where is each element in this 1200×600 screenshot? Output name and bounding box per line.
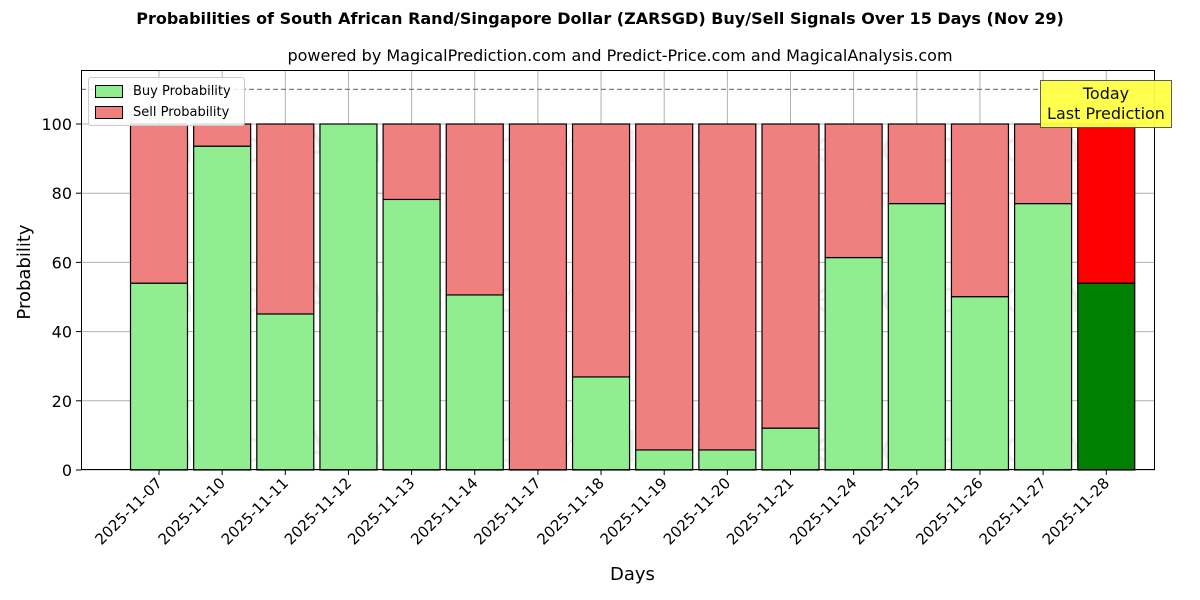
buy-bar (256, 313, 315, 471)
y-tick-label: 80 (52, 184, 72, 203)
x-tick-label: 2025-11-17 (470, 474, 544, 548)
sell-bar (635, 123, 694, 451)
annotation-line2: Last Prediction (1047, 104, 1165, 123)
sell-bar (824, 123, 883, 259)
annotation-line1: Today (1082, 84, 1130, 103)
chart-title: Probabilities of South African Rand/Sing… (136, 9, 1064, 28)
buy-bar (319, 123, 378, 471)
x-tick-label: 2025-11-13 (344, 474, 418, 548)
plot-area (81, 70, 1155, 470)
x-tick-label: 2025-11-07 (91, 474, 165, 548)
buy-bar (1013, 202, 1073, 471)
sell-bar (508, 123, 567, 471)
sell-bar (445, 123, 504, 296)
legend-item-buy: Buy Probability (95, 83, 231, 99)
y-tick-label: 60 (52, 253, 72, 272)
x-tick-label: 2025-11-28 (1039, 474, 1113, 548)
legend: Buy Probability Sell Probability (88, 77, 245, 126)
x-tick-label: 2025-11-20 (660, 474, 734, 548)
x-tick-label: 2025-11-18 (533, 474, 607, 548)
y-tick-label: 100 (41, 115, 72, 134)
y-tick-label: 20 (52, 392, 72, 411)
x-tick-label: 2025-11-24 (786, 474, 860, 548)
x-axis-label: Days (610, 564, 655, 585)
buy-bar (571, 376, 631, 471)
today-annotation: Today Last Prediction (1040, 80, 1172, 128)
x-tick-label: 2025-11-26 (912, 474, 986, 548)
sell-bar (571, 123, 631, 378)
sell-bar (256, 123, 315, 315)
y-tick-label: 40 (52, 323, 72, 342)
sell-bar (950, 123, 1010, 298)
sell-swatch (95, 105, 123, 119)
x-tick-label: 2025-11-25 (849, 474, 923, 548)
buy-bar (761, 427, 820, 471)
sell-bar (761, 123, 820, 429)
buy-bar (382, 198, 441, 471)
x-tick-label: 2025-11-11 (218, 474, 292, 548)
x-tick-label: 2025-11-14 (407, 474, 481, 548)
buy-bar (193, 145, 252, 471)
x-tick-label: 2025-11-12 (281, 474, 355, 548)
legend-buy-label: Buy Probability (133, 83, 231, 99)
chart-subtitle: powered by MagicalPrediction.com and Pre… (287, 46, 953, 65)
sell-bar (129, 123, 189, 284)
buy-bar (824, 256, 883, 471)
x-tick-label: 2025-11-21 (723, 474, 797, 548)
sell-bar (1013, 123, 1073, 205)
buy-swatch (95, 84, 123, 98)
legend-sell-label: Sell Probability (133, 104, 230, 120)
x-tick-label: 2025-11-10 (155, 474, 229, 548)
sell-bar (1077, 123, 1136, 284)
y-axis-label: Probability (14, 224, 35, 320)
buy-bar (129, 282, 189, 471)
buy-bar (445, 294, 504, 471)
legend-item-sell: Sell Probability (95, 104, 229, 120)
sell-bar (382, 123, 441, 201)
y-tick-label: 0 (62, 461, 72, 480)
sell-bar (698, 123, 757, 451)
sell-bar (887, 123, 946, 205)
x-tick-label: 2025-11-27 (976, 474, 1050, 548)
x-tick-label: 2025-11-19 (597, 474, 671, 548)
